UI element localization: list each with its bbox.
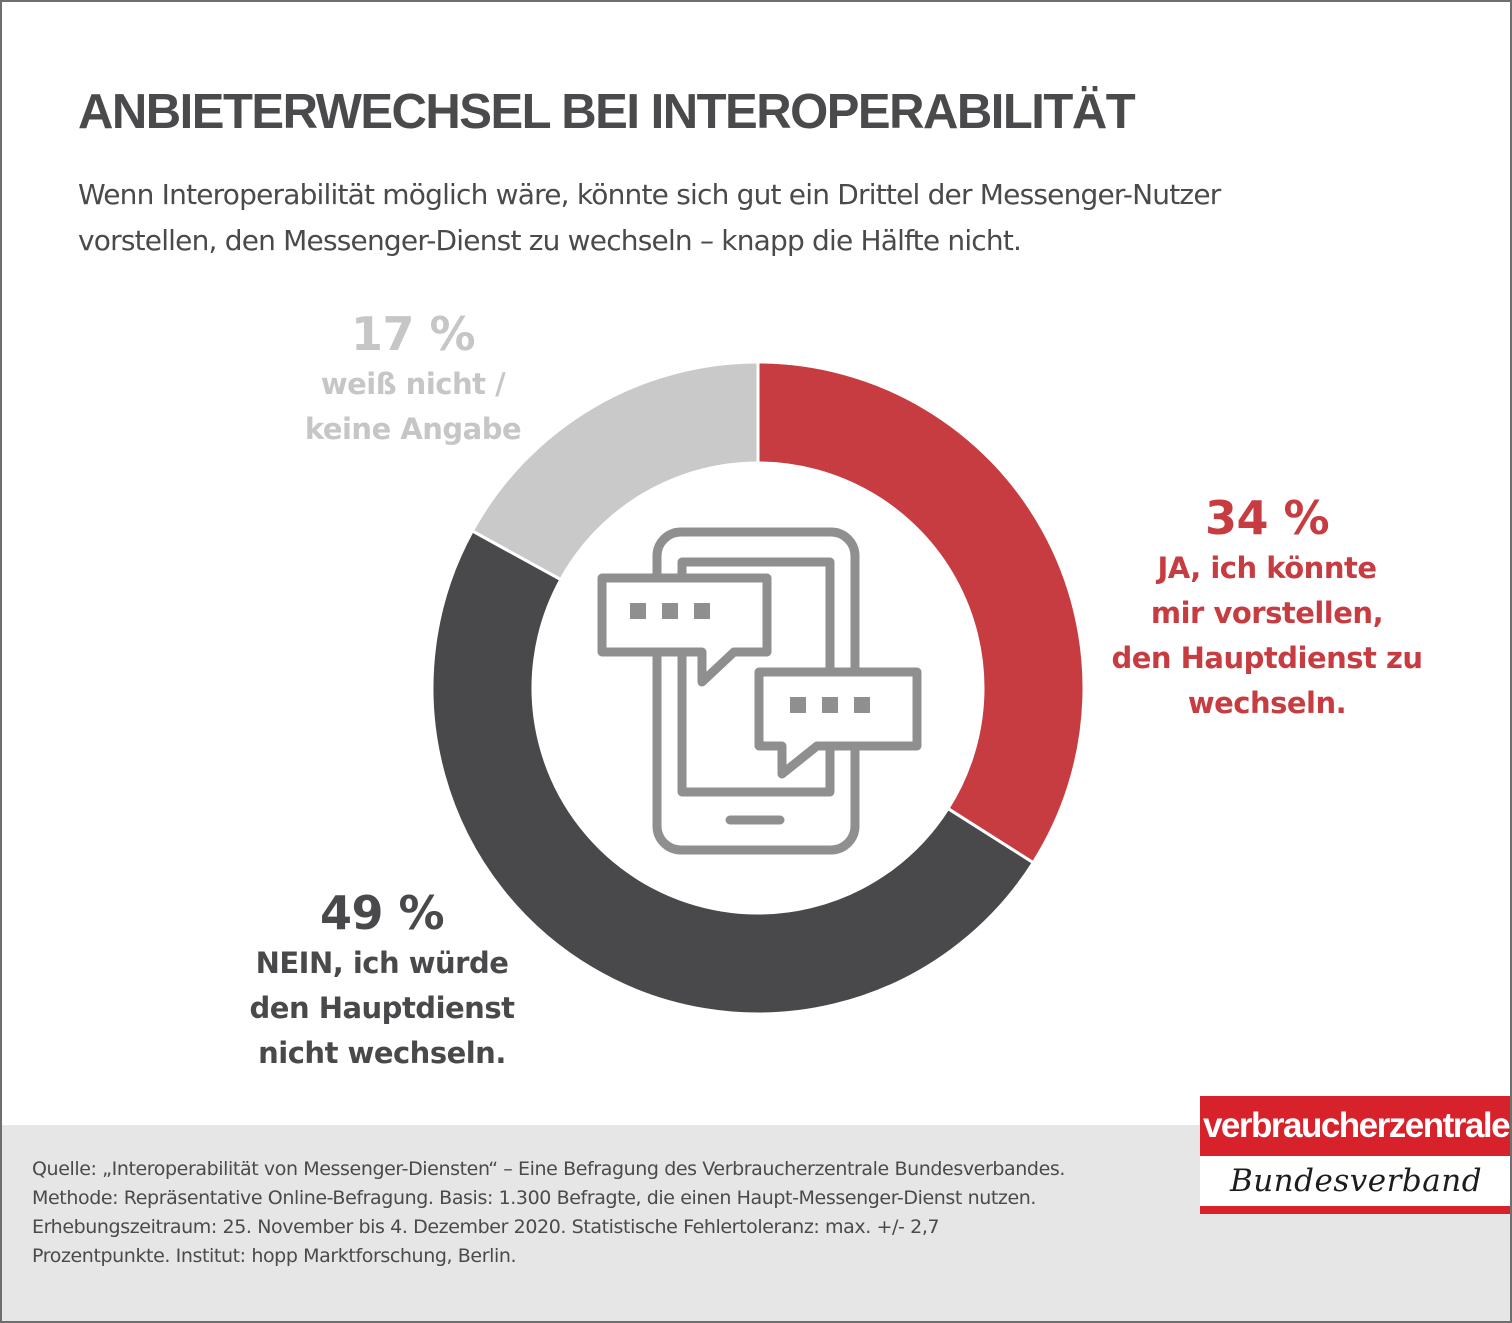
subtitle: Wenn Interoperabilität möglich wäre, kön…: [78, 172, 1458, 264]
chat-dot: [662, 603, 678, 619]
source-line: Erhebungszeitraum: 25. November bis 4. D…: [32, 1216, 940, 1238]
chat-bubble-icon: [754, 667, 922, 779]
source-line: Prozentpunkte. Institut: hopp Marktforsc…: [32, 1245, 517, 1267]
logo-wordmark: verbraucherzentrale: [1200, 1096, 1510, 1156]
subtitle-line: Wenn Interoperabilität möglich wäre, kön…: [78, 178, 1221, 211]
slice-value-label: 17 %: [350, 307, 476, 361]
chat-dot: [694, 603, 710, 619]
page-title: ANBIETERWECHSEL BEI INTEROPERABILITÄT: [78, 85, 1136, 139]
slice-value-label: 34 %: [1204, 491, 1330, 545]
label-line: den Hauptdienst: [249, 991, 515, 1025]
logo-stripe: [1200, 1206, 1510, 1214]
donut-chart: [430, 360, 1086, 1016]
chat-dot: [854, 697, 870, 713]
slice-category-label: NEIN, ich würde den Hauptdienst nicht we…: [227, 941, 537, 1076]
donut-slice-1: [430, 528, 1036, 1016]
label-line: keine Angabe: [304, 412, 522, 446]
donut-slice-0: [756, 360, 1086, 865]
label-line: JA, ich könnte: [1157, 551, 1377, 585]
label-nein: 49 % NEIN, ich würde den Hauptdienst nic…: [227, 885, 537, 1076]
label-line: nicht wechseln.: [258, 1036, 506, 1070]
chat-dot: [822, 697, 838, 713]
label-line: NEIN, ich würde: [255, 946, 509, 980]
label-line: weiß nicht /: [320, 367, 506, 401]
vzbv-logo: verbraucherzentrale Bundesverband: [1200, 1096, 1510, 1214]
slice-value-label: 49 %: [319, 886, 445, 940]
donut-slice-2: [470, 360, 760, 582]
source-text: Quelle: „Interoperabilität von Messenger…: [32, 1155, 1202, 1271]
subtitle-line: vorstellen, den Messenger-Dienst zu wech…: [78, 224, 1022, 257]
logo-subline: Bundesverband: [1200, 1156, 1510, 1206]
source-line: Methode: Repräsentative Online-Befragung…: [32, 1187, 1037, 1209]
source-line: Quelle: „Interoperabilität von Messenger…: [32, 1158, 1066, 1180]
chat-dot: [630, 603, 646, 619]
label-line: mir vorstellen,: [1150, 596, 1384, 630]
label-weiss-nicht: 17 % weiß nicht / keine Angabe: [278, 306, 548, 452]
chat-dot: [790, 697, 806, 713]
slice-category-label: weiß nicht / keine Angabe: [278, 362, 548, 452]
label-ja: 34 % JA, ich könnte mir vorstellen, den …: [1082, 490, 1452, 726]
slice-category-label: JA, ich könnte mir vorstellen, den Haupt…: [1082, 546, 1452, 726]
label-line: den Hauptdienst zu: [1111, 641, 1423, 675]
label-line: wechseln.: [1187, 686, 1347, 720]
